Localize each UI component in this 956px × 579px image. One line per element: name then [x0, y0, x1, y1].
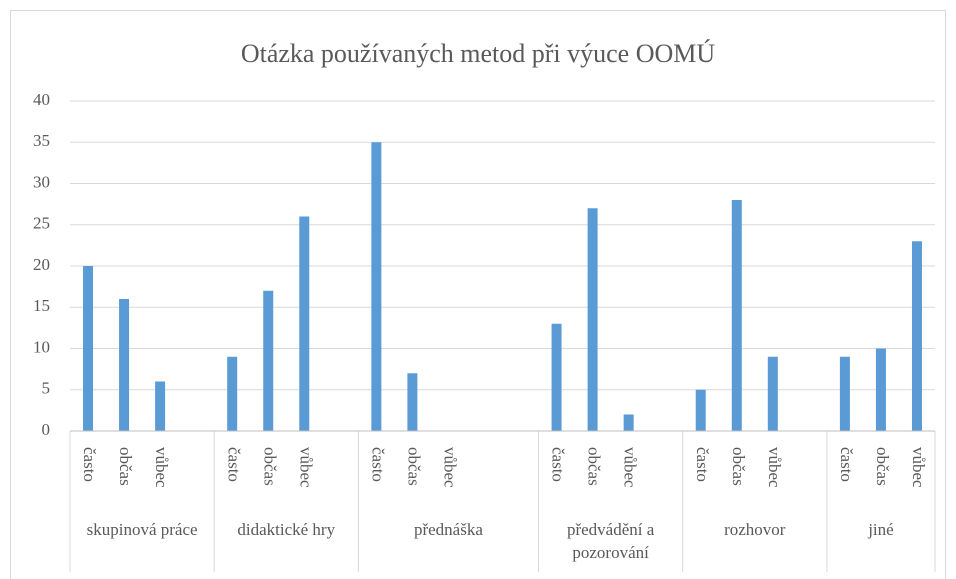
bar — [83, 266, 94, 431]
x-tick-label: občas — [404, 447, 423, 486]
y-tick-label: 35 — [33, 131, 50, 150]
group-label: jiné — [868, 520, 894, 539]
bar — [263, 290, 274, 431]
x-tick-label: často — [224, 447, 243, 482]
y-tick-label: 20 — [33, 255, 50, 274]
group-label: přednáška — [413, 520, 483, 539]
group-label: skupinová práce — [86, 520, 198, 539]
x-tick-label: často — [693, 447, 712, 482]
x-tick-label: často — [368, 447, 387, 482]
bar — [371, 142, 382, 431]
x-tick-label: často — [549, 447, 568, 482]
bar — [155, 381, 166, 431]
chart-border — [10, 10, 946, 579]
bar — [623, 414, 634, 431]
y-tick-label: 40 — [33, 90, 50, 109]
bar — [911, 241, 922, 431]
bar — [299, 216, 310, 431]
x-tick-label: vůbec — [296, 447, 315, 488]
y-tick-label: 10 — [33, 337, 50, 356]
x-tick-label: často — [80, 447, 99, 482]
bar — [407, 373, 418, 431]
x-tick-label: občas — [585, 447, 604, 486]
bar — [119, 299, 130, 431]
bar — [587, 208, 598, 431]
bar — [767, 356, 778, 431]
x-tick-label: vůbec — [621, 447, 640, 488]
chart-title: Otázka používaných metod při výuce OOMÚ — [241, 39, 716, 68]
group-label: didaktické hry — [237, 520, 336, 539]
bar — [875, 348, 886, 431]
x-tick-label: občas — [260, 447, 279, 486]
y-tick-label: 25 — [33, 214, 50, 233]
bar — [695, 389, 706, 431]
y-tick-label: 5 — [42, 379, 51, 398]
bar — [551, 323, 562, 431]
x-tick-label: často — [837, 447, 856, 482]
x-tick-label: vůbec — [152, 447, 171, 488]
y-tick-label: 30 — [33, 172, 50, 191]
x-tick-label: vůbec — [909, 447, 928, 488]
group-label: rozhovor — [724, 520, 786, 539]
bar — [227, 356, 238, 431]
bar — [839, 356, 850, 431]
x-tick-label: vůbec — [765, 447, 784, 488]
y-tick-label: 0 — [42, 420, 51, 439]
x-tick-label: občas — [729, 447, 748, 486]
x-tick-label: občas — [873, 447, 892, 486]
group-label: předvádění a pozorování — [566, 520, 655, 562]
x-tick-label: vůbec — [441, 447, 460, 488]
x-tick-label: občas — [116, 447, 135, 486]
y-tick-label: 15 — [33, 296, 50, 315]
bar — [731, 200, 742, 431]
